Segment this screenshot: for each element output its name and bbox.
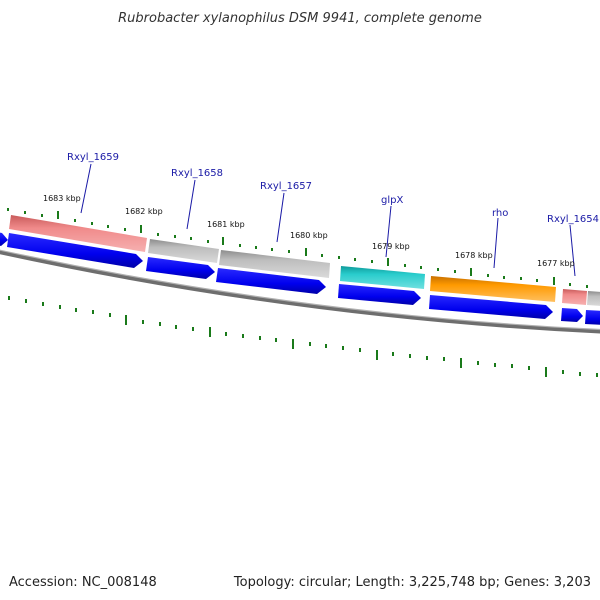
- scale-label-1678: 1678 kbp: [455, 251, 493, 260]
- cds-arrow-partial-right[interactable]: [585, 310, 600, 325]
- cds-arrow-rxyl-1657[interactable]: [216, 268, 326, 294]
- gene-bar-partial-right[interactable]: [587, 291, 600, 306]
- cds-arrow-left-edge[interactable]: [0, 232, 8, 246]
- accession-text: Accession: NC_008148: [9, 575, 157, 590]
- scale-ticks-lower: [8, 296, 598, 377]
- gene-label-rxyl-1654[interactable]: Rxyl_1654: [547, 214, 599, 225]
- scale-label-1683: 1683 kbp: [43, 194, 81, 203]
- genome-backbone: [0, 250, 600, 334]
- gene-bar-rxyl-1654[interactable]: [562, 289, 587, 305]
- scale-label-1680: 1680 kbp: [290, 231, 328, 240]
- scale-label-1679: 1679 kbp: [372, 242, 410, 251]
- gene-bar-rxyl-1659[interactable]: [9, 215, 147, 252]
- cds-arrow-rxyl-1659[interactable]: [7, 233, 143, 268]
- gene-bar-rxyl-1657[interactable]: [219, 250, 330, 278]
- gene-label-rxyl-1657[interactable]: Rxyl_1657: [260, 181, 312, 192]
- gene-label-rxyl-1658[interactable]: Rxyl_1658: [171, 168, 223, 179]
- gene-bar-glpx[interactable]: [340, 266, 425, 289]
- cds-arrow-rho[interactable]: [429, 295, 553, 319]
- scale-label-1677: 1677 kbp: [537, 259, 575, 268]
- gene-label-rho[interactable]: rho: [492, 208, 508, 219]
- gene-label-leaders: [80, 163, 576, 277]
- gene-bar-rxyl-1658[interactable]: [148, 239, 219, 263]
- scale-ticks-upper: [7, 208, 588, 288]
- cds-arrow-rxyl-1658[interactable]: [146, 257, 215, 279]
- scale-label-1681: 1681 kbp: [207, 220, 245, 229]
- gene-bar-rho[interactable]: [430, 276, 556, 302]
- scale-label-1682: 1682 kbp: [125, 207, 163, 216]
- map-title: Rubrobacter xylanophilus DSM 9941, compl…: [118, 11, 482, 26]
- cds-arrow-rxyl-1654[interactable]: [561, 308, 583, 322]
- genome-summary-text: Topology: circular; Length: 3,225,748 bp…: [233, 575, 591, 590]
- gene-label-glpx[interactable]: glpX: [381, 195, 403, 206]
- cds-arrow-glpx[interactable]: [338, 284, 421, 305]
- genome-backbone-highlight: [0, 249, 600, 331]
- gene-label-rxyl-1659[interactable]: Rxyl_1659: [67, 152, 119, 163]
